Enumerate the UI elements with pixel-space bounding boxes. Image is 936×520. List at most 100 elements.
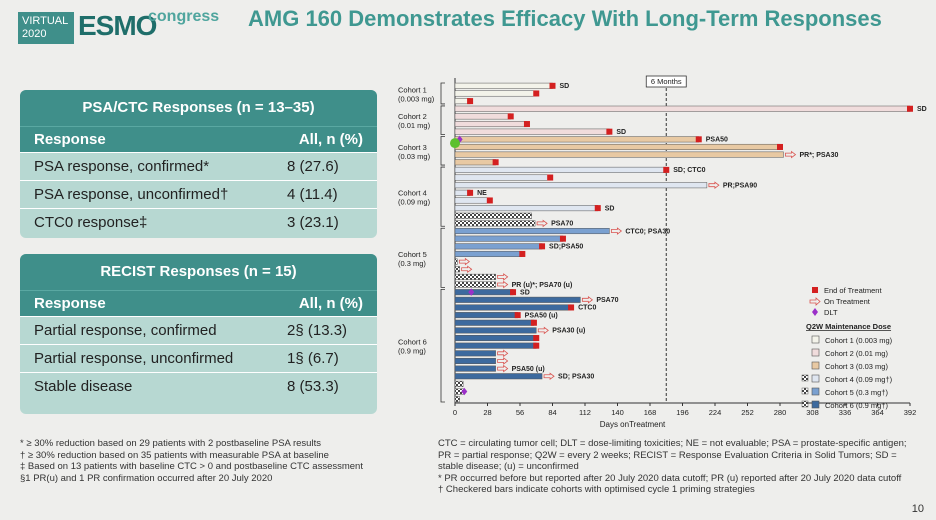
- on-treatment-arrow: [458, 257, 470, 266]
- on-treatment-arrow: [497, 273, 509, 281]
- end-of-treatment-marker: [514, 312, 521, 319]
- patient-bar: [454, 243, 543, 250]
- cohort-bracket: [440, 288, 445, 403]
- patient-bar: [454, 174, 551, 181]
- legend-cohort-swatch: [811, 387, 820, 396]
- end-of-treatment-marker: [530, 319, 537, 326]
- cohort-dose-label: (0.003 mg): [398, 94, 435, 103]
- end-of-treatment-marker: [523, 121, 530, 128]
- row-value: 1§ (6.7): [287, 350, 339, 367]
- cohort-bracket: [440, 82, 445, 105]
- patient-bar: [454, 220, 536, 227]
- row-label: Partial response, confirmed: [34, 322, 217, 339]
- response-label: SD: [605, 205, 615, 212]
- table-row: Partial response, unconfirmed 1§ (6.7): [20, 344, 377, 372]
- response-label: PSA70: [596, 297, 618, 304]
- patient-bar: [454, 151, 784, 158]
- end-of-treatment-marker: [549, 82, 556, 89]
- row-label: Stable disease: [34, 378, 133, 395]
- x-tick-label: 196: [676, 408, 689, 417]
- footnote: † Checkered bars indicate cohorts with o…: [438, 484, 755, 495]
- legend-hatch-swatch: [801, 374, 809, 382]
- end-of-treatment-marker: [510, 289, 517, 296]
- response-label: SD;PSA50: [549, 244, 583, 251]
- legend-cohort-label: Cohort 3 (0.03 mg): [825, 362, 888, 371]
- patient-bar: [454, 365, 496, 372]
- end-of-treatment-marker: [695, 136, 702, 143]
- end-of-treatment-marker: [533, 335, 540, 342]
- esmo-logo: VIRTUAL 2020 ESMO congress: [18, 8, 220, 48]
- legend-on-treatment-label: On Treatment: [824, 297, 871, 306]
- cohort-label: Cohort 4: [398, 189, 427, 198]
- dlt-marker: [468, 288, 475, 296]
- footnote: CTC = circulating tumor cell; DLT = dose…: [438, 438, 907, 472]
- x-tick-label: 0: [453, 408, 457, 417]
- end-of-treatment-marker: [533, 90, 540, 97]
- response-label: PSA50 (u): [512, 366, 545, 373]
- table-row: Partial response, confirmed 2§ (13.3): [20, 316, 377, 344]
- cohort-dose-label: (0.03 mg): [398, 152, 431, 161]
- logo-virtual-text: VIRTUAL: [22, 15, 69, 27]
- end-of-treatment-marker: [907, 105, 913, 112]
- x-tick-label: 140: [611, 408, 624, 417]
- x-tick-label: 308: [806, 408, 819, 417]
- patient-bar: [454, 380, 464, 387]
- recist-table-title: RECIST Responses (n = 15): [20, 254, 377, 290]
- x-tick-label: 112: [579, 408, 591, 417]
- table-row: PSA response, confirmed* 8 (27.6): [20, 152, 377, 180]
- patient-bar: [454, 304, 572, 311]
- end-of-treatment-marker: [594, 205, 601, 212]
- patient-bar: [454, 312, 518, 319]
- response-label: SD: [917, 106, 927, 113]
- logo-congress-text: congress: [148, 8, 220, 25]
- response-label: PR (u)*; PSA70 (u): [512, 282, 573, 289]
- patient-bar: [454, 105, 911, 112]
- end-of-treatment-marker: [467, 98, 474, 105]
- logo-year-text: 2020: [22, 28, 47, 40]
- legend-cohort-swatch: [811, 335, 820, 344]
- psa-table-header: Response All, n (%): [20, 126, 377, 152]
- x-tick-label: 224: [709, 408, 722, 417]
- row-value: 3 (23.1): [287, 214, 339, 231]
- end-of-treatment-marker: [559, 235, 566, 242]
- legend-cohort-swatch: [811, 400, 820, 409]
- row-label: PSA response, unconfirmed†: [34, 186, 229, 203]
- patient-bar: [454, 205, 599, 212]
- patient-bar: [454, 90, 537, 97]
- x-tick-label: 252: [741, 408, 754, 417]
- on-treatment-arrow: [581, 296, 594, 304]
- swimmer-chart-svg: 0 28 56 84 112 140 168 196 224 252 280 308 336 364 392…: [398, 75, 927, 429]
- response-label: PSA30 (u): [552, 328, 585, 335]
- response-label: CTC0: [578, 305, 596, 312]
- legend-cohort-label: Cohort 4 (0.09 mg†): [825, 375, 893, 384]
- legend-maintenance-title: Q2W Maintenance Dose: [806, 322, 891, 331]
- cohort-bracket: [440, 105, 445, 135]
- legend-dlt-swatch: [812, 308, 818, 316]
- on-treatment-arrow: [497, 357, 509, 365]
- patient-bar: [454, 350, 496, 357]
- footnotes-left: * ≥ 30% reduction based on 29 patients w…: [20, 438, 380, 484]
- legend-cohort-label: Cohort 2 (0.01 mg): [825, 349, 888, 358]
- on-treatment-arrow: [497, 349, 509, 358]
- end-of-treatment-marker: [568, 304, 575, 311]
- cohort-dose-label: (0.3 mg): [398, 259, 426, 268]
- x-tick-label: 56: [516, 408, 524, 417]
- cohort-bracket: [440, 166, 445, 227]
- end-of-treatment-marker: [519, 250, 526, 257]
- end-of-treatment-marker: [777, 143, 783, 150]
- patient-bar: [454, 113, 511, 120]
- cohort-label: Cohort 2: [398, 112, 427, 121]
- response-label: PR;PSA90: [723, 182, 757, 189]
- patient-bar: [454, 235, 564, 242]
- on-treatment-arrow: [497, 364, 509, 373]
- x-tick-label: 392: [904, 408, 917, 417]
- patient-bar: [454, 159, 496, 166]
- table-row: Stable disease 8 (53.3): [20, 372, 377, 400]
- slide-title: AMG 160 Demonstrates Efficacy With Long-…: [248, 6, 882, 31]
- response-label: PSA70: [551, 221, 573, 228]
- on-treatment-arrow: [537, 326, 549, 335]
- legend-hatch-swatch: [801, 387, 809, 395]
- psa-ctc-table: PSA/CTC Responses (n = 13–35) Response A…: [20, 90, 377, 238]
- legend-dlt-label: DLT: [824, 308, 838, 317]
- cohort-dose-label: (0.01 mg): [398, 121, 431, 130]
